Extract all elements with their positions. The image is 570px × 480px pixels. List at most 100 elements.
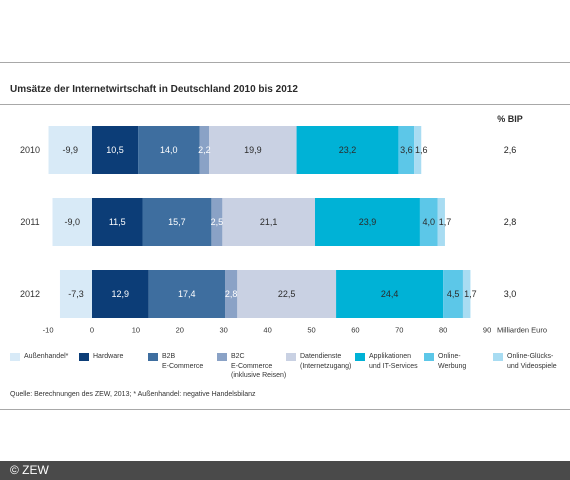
legend-item-0: Außenhandel* xyxy=(10,352,79,381)
legend-label: B2C E-Commerce (inklusive Reisen) xyxy=(231,353,287,379)
legend-label: Hardware xyxy=(93,353,124,360)
value-label-2012-7: 1,7 xyxy=(464,289,477,299)
legend-swatch xyxy=(10,353,20,361)
value-label-2010-6: 3,6 xyxy=(400,145,413,155)
legend-label: Datendienste (Internetzugang) xyxy=(300,353,352,370)
year-label-2011: 2011 xyxy=(20,217,39,227)
bar-segment-2012-7 xyxy=(462,270,471,318)
value-label-2011-4: 21,1 xyxy=(260,217,278,227)
legend-item-3: B2C E-Commerce (inklusive Reisen) xyxy=(217,352,286,381)
bar-segment-2010-2 xyxy=(138,126,200,174)
year-label-2010: 2010 xyxy=(20,145,40,155)
legend: Außenhandel* Hardware B2B E-Commerce B2C E-… xyxy=(10,352,562,381)
x-tick-label: 50 xyxy=(307,326,315,335)
bar-segment-2010-5 xyxy=(296,126,399,174)
bar-segment-2011-6 xyxy=(419,198,438,246)
footer-bar: © ZEW xyxy=(0,461,570,480)
bar-segment-2011-3 xyxy=(211,198,223,246)
value-label-2012-6: 4,5 xyxy=(447,289,460,299)
value-label-2012-2: 17,4 xyxy=(178,289,196,299)
bar-segment-2010-1 xyxy=(92,126,139,174)
legend-swatch xyxy=(79,353,89,361)
title-rule xyxy=(0,104,570,105)
value-label-2010-0: -9,9 xyxy=(63,145,79,155)
value-label-2010-7: 1,6 xyxy=(415,145,428,155)
value-label-2010-4: 19,9 xyxy=(244,145,262,155)
bar-segment-2012-3 xyxy=(225,270,238,318)
top-rule xyxy=(0,62,570,63)
x-tick-label: 0 xyxy=(90,326,94,335)
legend-item-6: Online- Werbung xyxy=(424,352,493,381)
value-label-2012-1: 12,9 xyxy=(112,289,130,299)
legend-label: Online-Glücks- und Videospiele xyxy=(507,353,557,370)
legend-swatch xyxy=(424,353,434,361)
bar-segment-2012-2 xyxy=(148,270,226,318)
x-tick-label: 80 xyxy=(439,326,447,335)
bar-segment-2012-4 xyxy=(237,270,337,318)
value-label-2011-2: 15,7 xyxy=(168,217,186,227)
legend-swatch xyxy=(148,353,158,361)
legend-item-2: B2B E-Commerce xyxy=(148,352,217,381)
chart-title: Umsätze der Internetwirtschaft in Deutsc… xyxy=(10,84,298,95)
bip-column-header: % BIP xyxy=(497,114,523,124)
legend-item-5: Applikationen und IT-Services xyxy=(355,352,424,381)
source-note: Quelle: Berechnungen des ZEW, 2013; * Au… xyxy=(10,391,256,398)
value-label-2011-1: 11,5 xyxy=(109,217,126,227)
bar-segment-2010-6 xyxy=(398,126,415,174)
bar-segment-2011-5 xyxy=(315,198,420,246)
year-label-2012: 2012 xyxy=(20,289,40,299)
bar-segment-2011-1 xyxy=(92,198,143,246)
bar-segment-2012-1 xyxy=(92,270,149,318)
x-tick-label: 20 xyxy=(176,326,184,335)
bar-segment-2012-0 xyxy=(59,270,92,318)
legend-item-1: Hardware xyxy=(79,352,148,381)
x-tick-label: -10 xyxy=(43,326,54,335)
chart-area: Milliarden Euro 2010 -9,9 10,5 14,0 2,2 19,9 2… xyxy=(0,105,570,345)
x-tick-label: 90 xyxy=(483,326,491,335)
legend-label: Online- Werbung xyxy=(438,353,467,370)
bar-segment-2010-4 xyxy=(209,126,297,174)
bar-segment-2010-7 xyxy=(414,126,422,174)
legend-item-7: Online-Glücks- und Videospiele xyxy=(493,352,562,381)
legend-swatch xyxy=(493,353,503,361)
value-label-2011-3: 2,5 xyxy=(211,217,224,227)
stacked-bar-chart: Milliarden Euro 2010 -9,9 10,5 14,0 2,2 19,9 2… xyxy=(20,126,547,335)
value-label-2011-7: 1,7 xyxy=(439,217,452,227)
legend-swatch xyxy=(217,353,227,361)
value-label-2010-3: 2,2 xyxy=(198,145,211,155)
x-tick-label: 30 xyxy=(220,326,228,335)
x-tick-label: 70 xyxy=(395,326,403,335)
bar-segment-2012-6 xyxy=(443,270,463,318)
value-label-2012-0: -7,3 xyxy=(68,289,84,299)
legend-item-4: Datendienste (Internetzugang) xyxy=(286,352,355,381)
value-label-2010-2: 14,0 xyxy=(160,145,178,155)
x-axis-unit-label: Milliarden Euro xyxy=(497,326,547,335)
value-label-2011-5: 23,9 xyxy=(359,217,377,227)
bar-segment-2012-5 xyxy=(336,270,444,318)
bar-segment-2010-3 xyxy=(199,126,210,174)
value-label-2010-1: 10,5 xyxy=(106,145,124,155)
x-tick-label: 10 xyxy=(132,326,140,335)
value-label-2012-5: 24,4 xyxy=(381,289,399,299)
legend-swatch xyxy=(286,353,296,361)
bip-value-2012: 3,0 xyxy=(504,289,517,299)
x-tick-label: 60 xyxy=(351,326,359,335)
bottom-rule xyxy=(0,409,570,410)
legend-label: Applikationen und IT-Services xyxy=(369,353,418,370)
legend-swatch xyxy=(355,353,365,361)
bar-segment-2011-2 xyxy=(142,198,212,246)
bar-segment-2010-0 xyxy=(48,126,92,174)
value-label-2012-3: 2,8 xyxy=(225,289,238,299)
bip-value-2010: 2,6 xyxy=(504,145,517,155)
value-label-2011-0: -9,0 xyxy=(64,217,80,227)
value-label-2011-6: 4,0 xyxy=(422,217,435,227)
legend-label: B2B E-Commerce xyxy=(162,353,204,370)
bip-value-2011: 2,8 xyxy=(504,217,517,227)
bar-segment-2011-4 xyxy=(222,198,316,246)
bar-segment-2011-7 xyxy=(437,198,445,246)
value-label-2010-5: 23,2 xyxy=(339,145,357,155)
bar-segment-2011-0 xyxy=(52,198,92,246)
legend-label: Außenhandel* xyxy=(24,353,69,360)
x-tick-label: 40 xyxy=(263,326,271,335)
